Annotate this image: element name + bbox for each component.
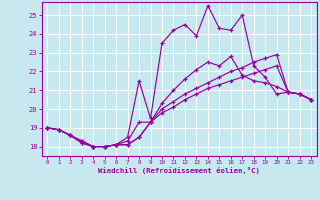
X-axis label: Windchill (Refroidissement éolien,°C): Windchill (Refroidissement éolien,°C) [98,167,260,174]
